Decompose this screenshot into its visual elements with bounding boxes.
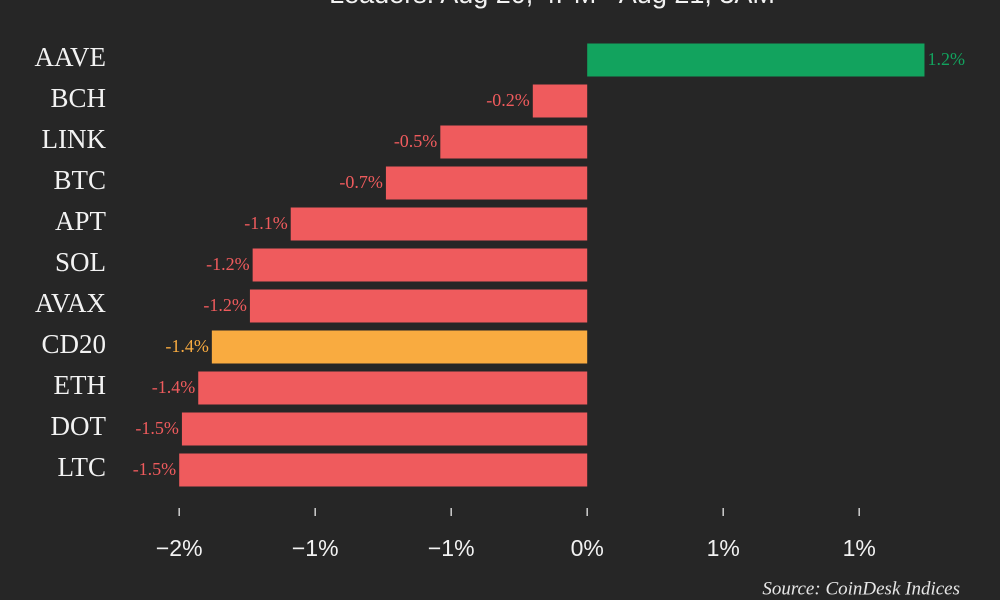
- y-tick-label: LINK: [42, 124, 107, 154]
- source: Source: CoinDesk Indices: [762, 578, 960, 599]
- value-label: -1.2%: [206, 254, 250, 274]
- x-tick-label: −1%: [292, 535, 339, 561]
- x-tick-label: 1%: [843, 535, 876, 561]
- bar: [181, 412, 588, 446]
- value-label: -1.1%: [244, 213, 288, 233]
- bar: [211, 330, 588, 364]
- bar: [587, 43, 925, 77]
- x-tick-label: −2%: [156, 535, 203, 561]
- bar: [179, 453, 588, 487]
- y-tick-label: CD20: [41, 329, 106, 359]
- y-tick-label: BCH: [50, 83, 106, 113]
- x-tick-label: 0%: [571, 535, 604, 561]
- value-label: -1.2%: [203, 295, 247, 315]
- value-label: -1.5%: [133, 459, 177, 479]
- y-tick-label: ETH: [54, 370, 106, 400]
- value-label: -1.4%: [165, 336, 209, 356]
- value-label: -0.5%: [394, 131, 438, 151]
- bar: [440, 125, 588, 159]
- bar: [198, 371, 588, 405]
- y-tick-label: LTC: [57, 452, 106, 482]
- y-tick-label: APT: [55, 206, 107, 236]
- bar: [252, 248, 588, 282]
- y-tick-label: SOL: [55, 247, 106, 277]
- bar: [249, 289, 588, 323]
- value-label: -1.4%: [152, 377, 196, 397]
- bar: [385, 166, 588, 200]
- y-tick-label: BTC: [53, 165, 106, 195]
- bar: [290, 207, 588, 241]
- y-tick-label: AVAX: [35, 288, 107, 318]
- value-label: -0.7%: [339, 172, 383, 192]
- value-label: 1.2%: [927, 49, 965, 69]
- x-tick-label: 1%: [707, 535, 740, 561]
- y-tick-label: DOT: [51, 411, 107, 441]
- value-label: -0.2%: [486, 90, 530, 110]
- x-tick-label: −1%: [428, 535, 475, 561]
- y-tick-label: AAVE: [34, 42, 106, 72]
- value-label: -1.5%: [135, 418, 179, 438]
- bar: [532, 84, 588, 118]
- chart-title: Leaders: Aug 20, 4PM - Aug 21, 3AM: [329, 0, 775, 9]
